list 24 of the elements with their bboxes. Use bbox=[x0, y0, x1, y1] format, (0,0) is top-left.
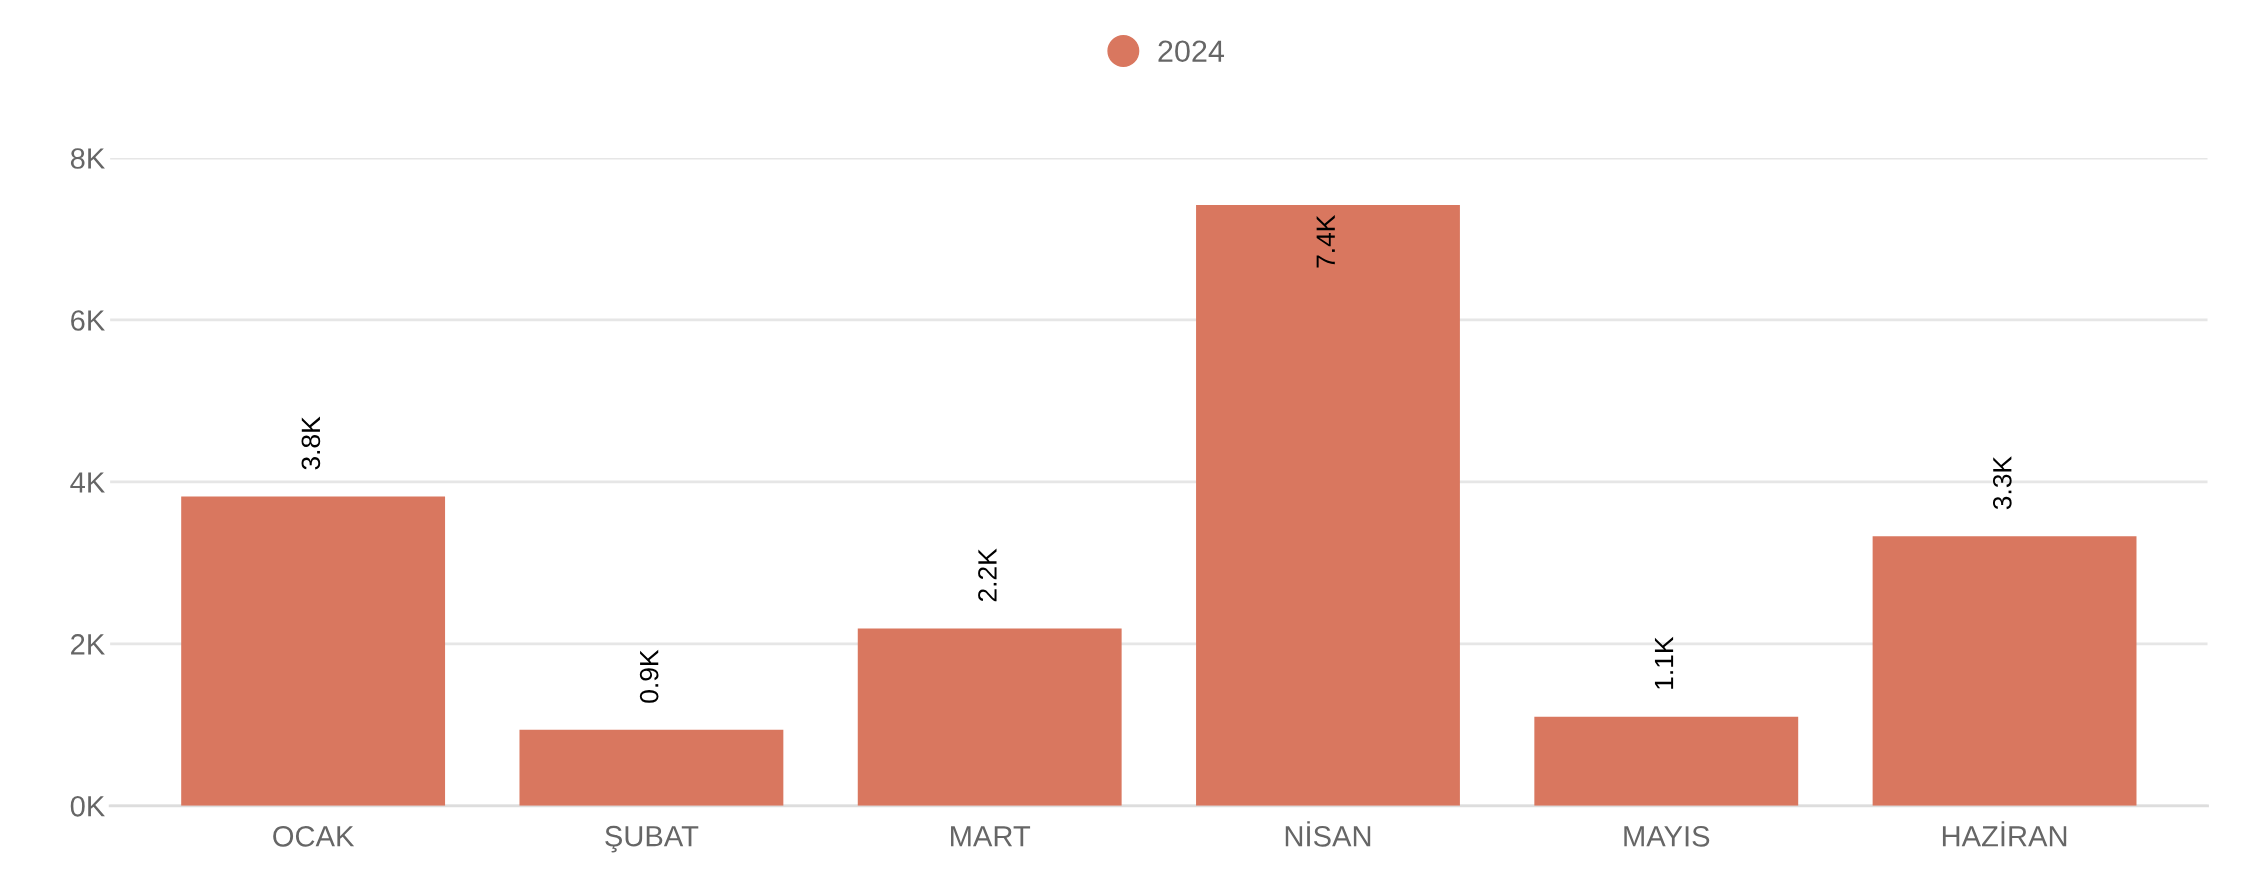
data-label: 1.1K bbox=[1654, 636, 1674, 689]
y-tick-label: 4K bbox=[70, 472, 105, 493]
x-tick-label: NİSAN bbox=[1285, 821, 1371, 847]
bar bbox=[1872, 536, 2137, 806]
legend-label: 2024 bbox=[1158, 40, 1225, 63]
y-tick-label: 8K bbox=[70, 148, 105, 169]
data-label: 0.9K bbox=[639, 649, 659, 703]
bar bbox=[1534, 716, 1799, 806]
data-label: 3.3K bbox=[1992, 456, 2012, 510]
data-label: 2.2K bbox=[978, 548, 997, 602]
bar bbox=[519, 729, 784, 806]
bar bbox=[1196, 204, 1460, 806]
x-tick-label: ŞUBAT bbox=[605, 825, 699, 853]
y-tick-label: 6K bbox=[71, 310, 105, 331]
x-tick-label: MART bbox=[951, 826, 1031, 847]
x-tick-label: OCAK bbox=[273, 825, 355, 847]
data-label: 7.4K bbox=[1316, 214, 1335, 268]
x-tick-label: MAYIS bbox=[1624, 825, 1710, 847]
bar bbox=[181, 496, 446, 806]
data-label: 3.8K bbox=[301, 416, 321, 470]
x-tick-label: HAZİRAN bbox=[1942, 821, 2067, 847]
bar bbox=[857, 628, 1122, 806]
y-tick-label: 0K bbox=[70, 795, 105, 817]
y-tick-label: 2K bbox=[71, 634, 105, 655]
